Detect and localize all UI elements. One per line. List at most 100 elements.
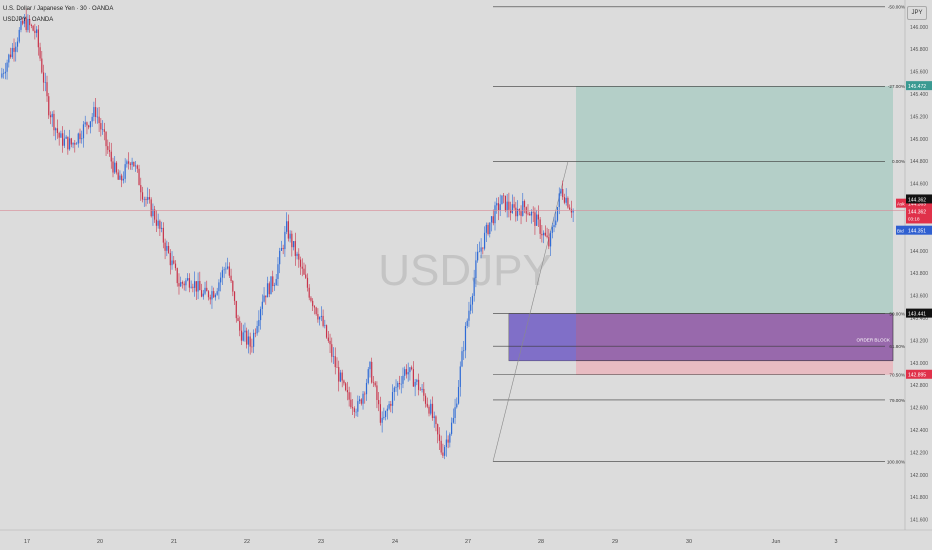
candle-body [67,136,69,150]
candle-body [213,291,215,298]
candle-body [247,336,250,345]
candle-body [121,175,123,181]
candle-body [230,275,232,282]
fib-label: -50.00% [888,5,905,10]
candle-body [195,281,197,292]
candle-body [58,132,60,138]
watermark: USDJPY [378,246,552,295]
candle-body [534,212,536,226]
candle-body [159,220,161,229]
order-block-label: ORDER BLOCK [857,338,891,343]
bid-tag-bg [896,225,906,235]
candle-body [98,116,100,124]
candle-body [292,241,295,248]
candle-body [492,216,494,224]
candle-body [506,201,508,211]
candle-body [136,165,138,169]
candle-body [88,125,90,128]
candle-body [430,403,432,414]
candle-body [225,268,227,270]
candle-body [437,424,439,435]
y-tick-label: 143.200 [910,338,928,344]
candle-body [180,282,182,287]
bid-price-tag: 144.351 [908,228,926,234]
candle-body [223,269,225,271]
candle-body [86,122,88,126]
candle-body [294,241,296,256]
candle-body [133,161,135,167]
candle-body [475,260,477,279]
candle-body [322,315,324,326]
stop-price-tag-bg [906,369,932,379]
candle-body [490,216,493,223]
candle-body [171,260,173,266]
candle-body [220,277,222,283]
candle-body [256,326,258,334]
candle-body [62,133,64,146]
candle-body [95,107,97,117]
candle-body [72,142,74,145]
candle-body [504,195,507,211]
candle-body [331,344,333,357]
candle-body [9,54,12,58]
candle-body [70,138,72,145]
candle-body [190,286,192,288]
candle-body [523,201,526,208]
candle-body [428,406,430,414]
x-tick-label: 27 [465,539,471,545]
candle-body [128,161,130,164]
candle-body [449,433,451,443]
candle-body [181,282,184,284]
candle-body [412,369,414,387]
candle-body [232,281,234,292]
candle-body [188,278,191,288]
bid-price-tag-bg [906,225,932,235]
candle-body [46,82,48,97]
y-tick-label: 143.800 [910,271,928,277]
candle-body [324,325,326,326]
candle-body [435,416,437,425]
candle-body [431,403,434,418]
candle-body [317,314,319,320]
candle-body [424,395,427,404]
candle-body [496,203,498,206]
candle-body [447,439,449,443]
candle-body [148,197,151,200]
candle-body [164,242,166,251]
candle-body [417,379,420,390]
candle-body [374,382,376,386]
candle-body [37,29,39,48]
symbol-subtitle: USDJPY · OANDA [3,17,54,23]
candle-body [129,163,131,165]
candle-body [13,47,15,52]
candle-body [240,330,243,341]
candle-body [105,131,107,147]
candle-body [450,422,453,434]
candle-body [384,410,387,417]
candle-body [117,172,119,180]
x-tick-label: 17 [24,539,30,545]
candle-body [459,366,461,387]
candle-body [206,287,208,292]
candle-body [372,382,375,384]
candle-body [68,138,71,150]
y-tick-label: 141.800 [910,495,928,501]
candle-body [207,291,210,298]
y-tick-label: 145.400 [910,92,928,98]
fib-label: 100.00% [887,459,905,464]
candle-body [454,407,456,418]
candle-body [480,247,482,252]
y-tick-label: 145.200 [910,114,928,120]
currency-badge[interactable]: JPY [907,6,927,20]
candle-body [226,266,229,269]
candle-body [176,268,178,284]
candle-body [82,124,85,139]
target-price-tag: 145.472 [908,84,926,90]
candle-body [379,404,382,423]
candle-body [103,129,105,132]
fib-label: 50.00% [889,311,905,316]
x-tick-label: Jun [772,539,781,545]
y-tick-label: 145.000 [910,137,928,143]
candle-body [343,380,345,384]
